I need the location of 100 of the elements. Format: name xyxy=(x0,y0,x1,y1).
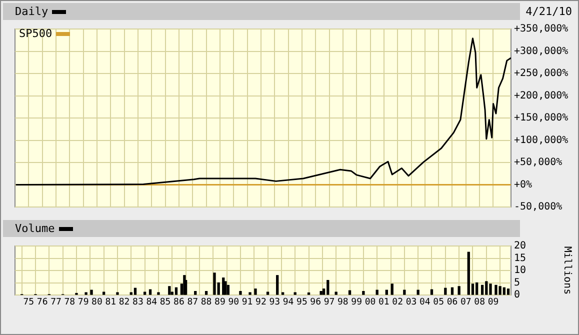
bar xyxy=(326,280,330,295)
bar xyxy=(102,292,106,295)
x-tick-label: 07 xyxy=(460,298,472,308)
bar xyxy=(485,281,488,295)
bar xyxy=(276,275,279,295)
bar xyxy=(266,292,270,295)
bar xyxy=(498,286,502,295)
bar xyxy=(134,288,137,295)
x-tick-label: 80 xyxy=(92,298,102,308)
bar xyxy=(143,292,146,295)
bar xyxy=(444,288,447,295)
y-tick-label: -50,000% xyxy=(514,202,562,213)
y-tick-label: +150,000% xyxy=(514,112,568,124)
bar xyxy=(168,286,171,295)
x-tick-label: 75 xyxy=(23,298,34,308)
bar xyxy=(116,292,119,295)
bar xyxy=(476,282,478,295)
bar xyxy=(320,290,322,295)
bar xyxy=(213,272,216,295)
y-tick-label: +50,000% xyxy=(514,157,562,168)
x-tick-label: 96 xyxy=(310,298,322,308)
text: 4/21/10 xyxy=(526,5,572,18)
bar xyxy=(307,292,310,295)
x-tick-label: 01 xyxy=(378,298,390,308)
x-tick-label: 02 xyxy=(392,298,404,308)
bar xyxy=(281,292,284,295)
x-tick-label: 04 xyxy=(419,298,430,308)
y-tick-label: +350,000% xyxy=(514,24,568,35)
bar xyxy=(334,292,338,295)
y-tick-label: 5 xyxy=(514,277,520,288)
x-tick-label: 88 xyxy=(200,298,212,308)
y-tick-label: 15 xyxy=(514,252,526,264)
bar xyxy=(494,284,498,295)
bar xyxy=(194,290,197,295)
bar xyxy=(239,290,242,295)
bar xyxy=(148,289,152,295)
x-tick-label: 00 xyxy=(364,298,376,308)
x-tick-label: 06 xyxy=(446,298,458,308)
x-tick-label: 03 xyxy=(406,298,417,308)
x-tick-label: 90 xyxy=(228,298,240,308)
bar xyxy=(362,290,365,295)
bar xyxy=(204,290,208,295)
bar xyxy=(416,290,420,295)
bar xyxy=(90,290,93,295)
x-tick-label: 77 xyxy=(50,298,62,308)
x-tick-label: 93 xyxy=(269,298,280,308)
y-tick-label: +200,000% xyxy=(514,90,568,102)
bar xyxy=(506,288,510,295)
y-axis-title: Millions xyxy=(561,246,572,295)
x-tick-label: 99 xyxy=(351,298,362,308)
bar xyxy=(376,290,378,295)
bar xyxy=(84,292,88,295)
y-tick-label: +100,000% xyxy=(514,134,568,146)
bar xyxy=(224,281,227,295)
bar xyxy=(294,292,296,295)
x-tick-label: 87 xyxy=(187,298,198,308)
bar xyxy=(450,287,454,295)
bar xyxy=(467,252,470,295)
y-tick-label: 0 xyxy=(514,290,520,301)
y-tick-label: +250,000% xyxy=(514,68,568,80)
x-tick-label: 76 xyxy=(36,298,48,308)
x-tick-label: 09 xyxy=(488,298,499,308)
y-tick-label: +300,000% xyxy=(514,46,568,57)
bar xyxy=(348,290,352,295)
x-tick-label: 94 xyxy=(282,298,294,308)
legend-label: SP500 xyxy=(19,27,54,40)
bar xyxy=(385,290,388,295)
y-tick-label: +0% xyxy=(514,179,532,190)
x-tick-label: 89 xyxy=(214,298,226,308)
x-tick-label: 05 xyxy=(433,298,444,308)
legend-label: Volume xyxy=(15,222,56,235)
x-tick-label: 85 xyxy=(160,298,171,308)
x-tick-label: 83 xyxy=(132,298,144,308)
bar xyxy=(458,286,460,295)
bar xyxy=(248,292,252,295)
y-tick-label: 10 xyxy=(514,265,526,276)
x-tick-label: 79 xyxy=(78,298,89,308)
x-tick-label: 86 xyxy=(174,298,184,308)
x-tick-label: 98 xyxy=(338,298,348,308)
bar xyxy=(502,287,506,295)
x-tick-label: 08 xyxy=(474,298,485,308)
x-tick-label: 78 xyxy=(64,298,76,308)
bar xyxy=(390,284,394,295)
bar xyxy=(174,287,178,295)
x-tick-label: 95 xyxy=(296,298,308,308)
bar xyxy=(489,284,492,295)
bar xyxy=(480,284,484,295)
bar xyxy=(157,292,160,295)
x-tick-label: 91 xyxy=(242,298,253,308)
x-tick-label: 81 xyxy=(105,298,116,308)
x-tick-label: 97 xyxy=(324,298,335,308)
bar xyxy=(130,292,132,295)
bar xyxy=(226,284,230,295)
y-tick-label: 20 xyxy=(514,240,526,252)
bar xyxy=(403,290,406,295)
bar xyxy=(254,288,257,295)
x-tick-label: 82 xyxy=(118,298,130,308)
x-tick-label: 84 xyxy=(146,298,158,308)
legend-label: Daily xyxy=(15,5,50,18)
x-tick-label: 92 xyxy=(256,298,266,308)
